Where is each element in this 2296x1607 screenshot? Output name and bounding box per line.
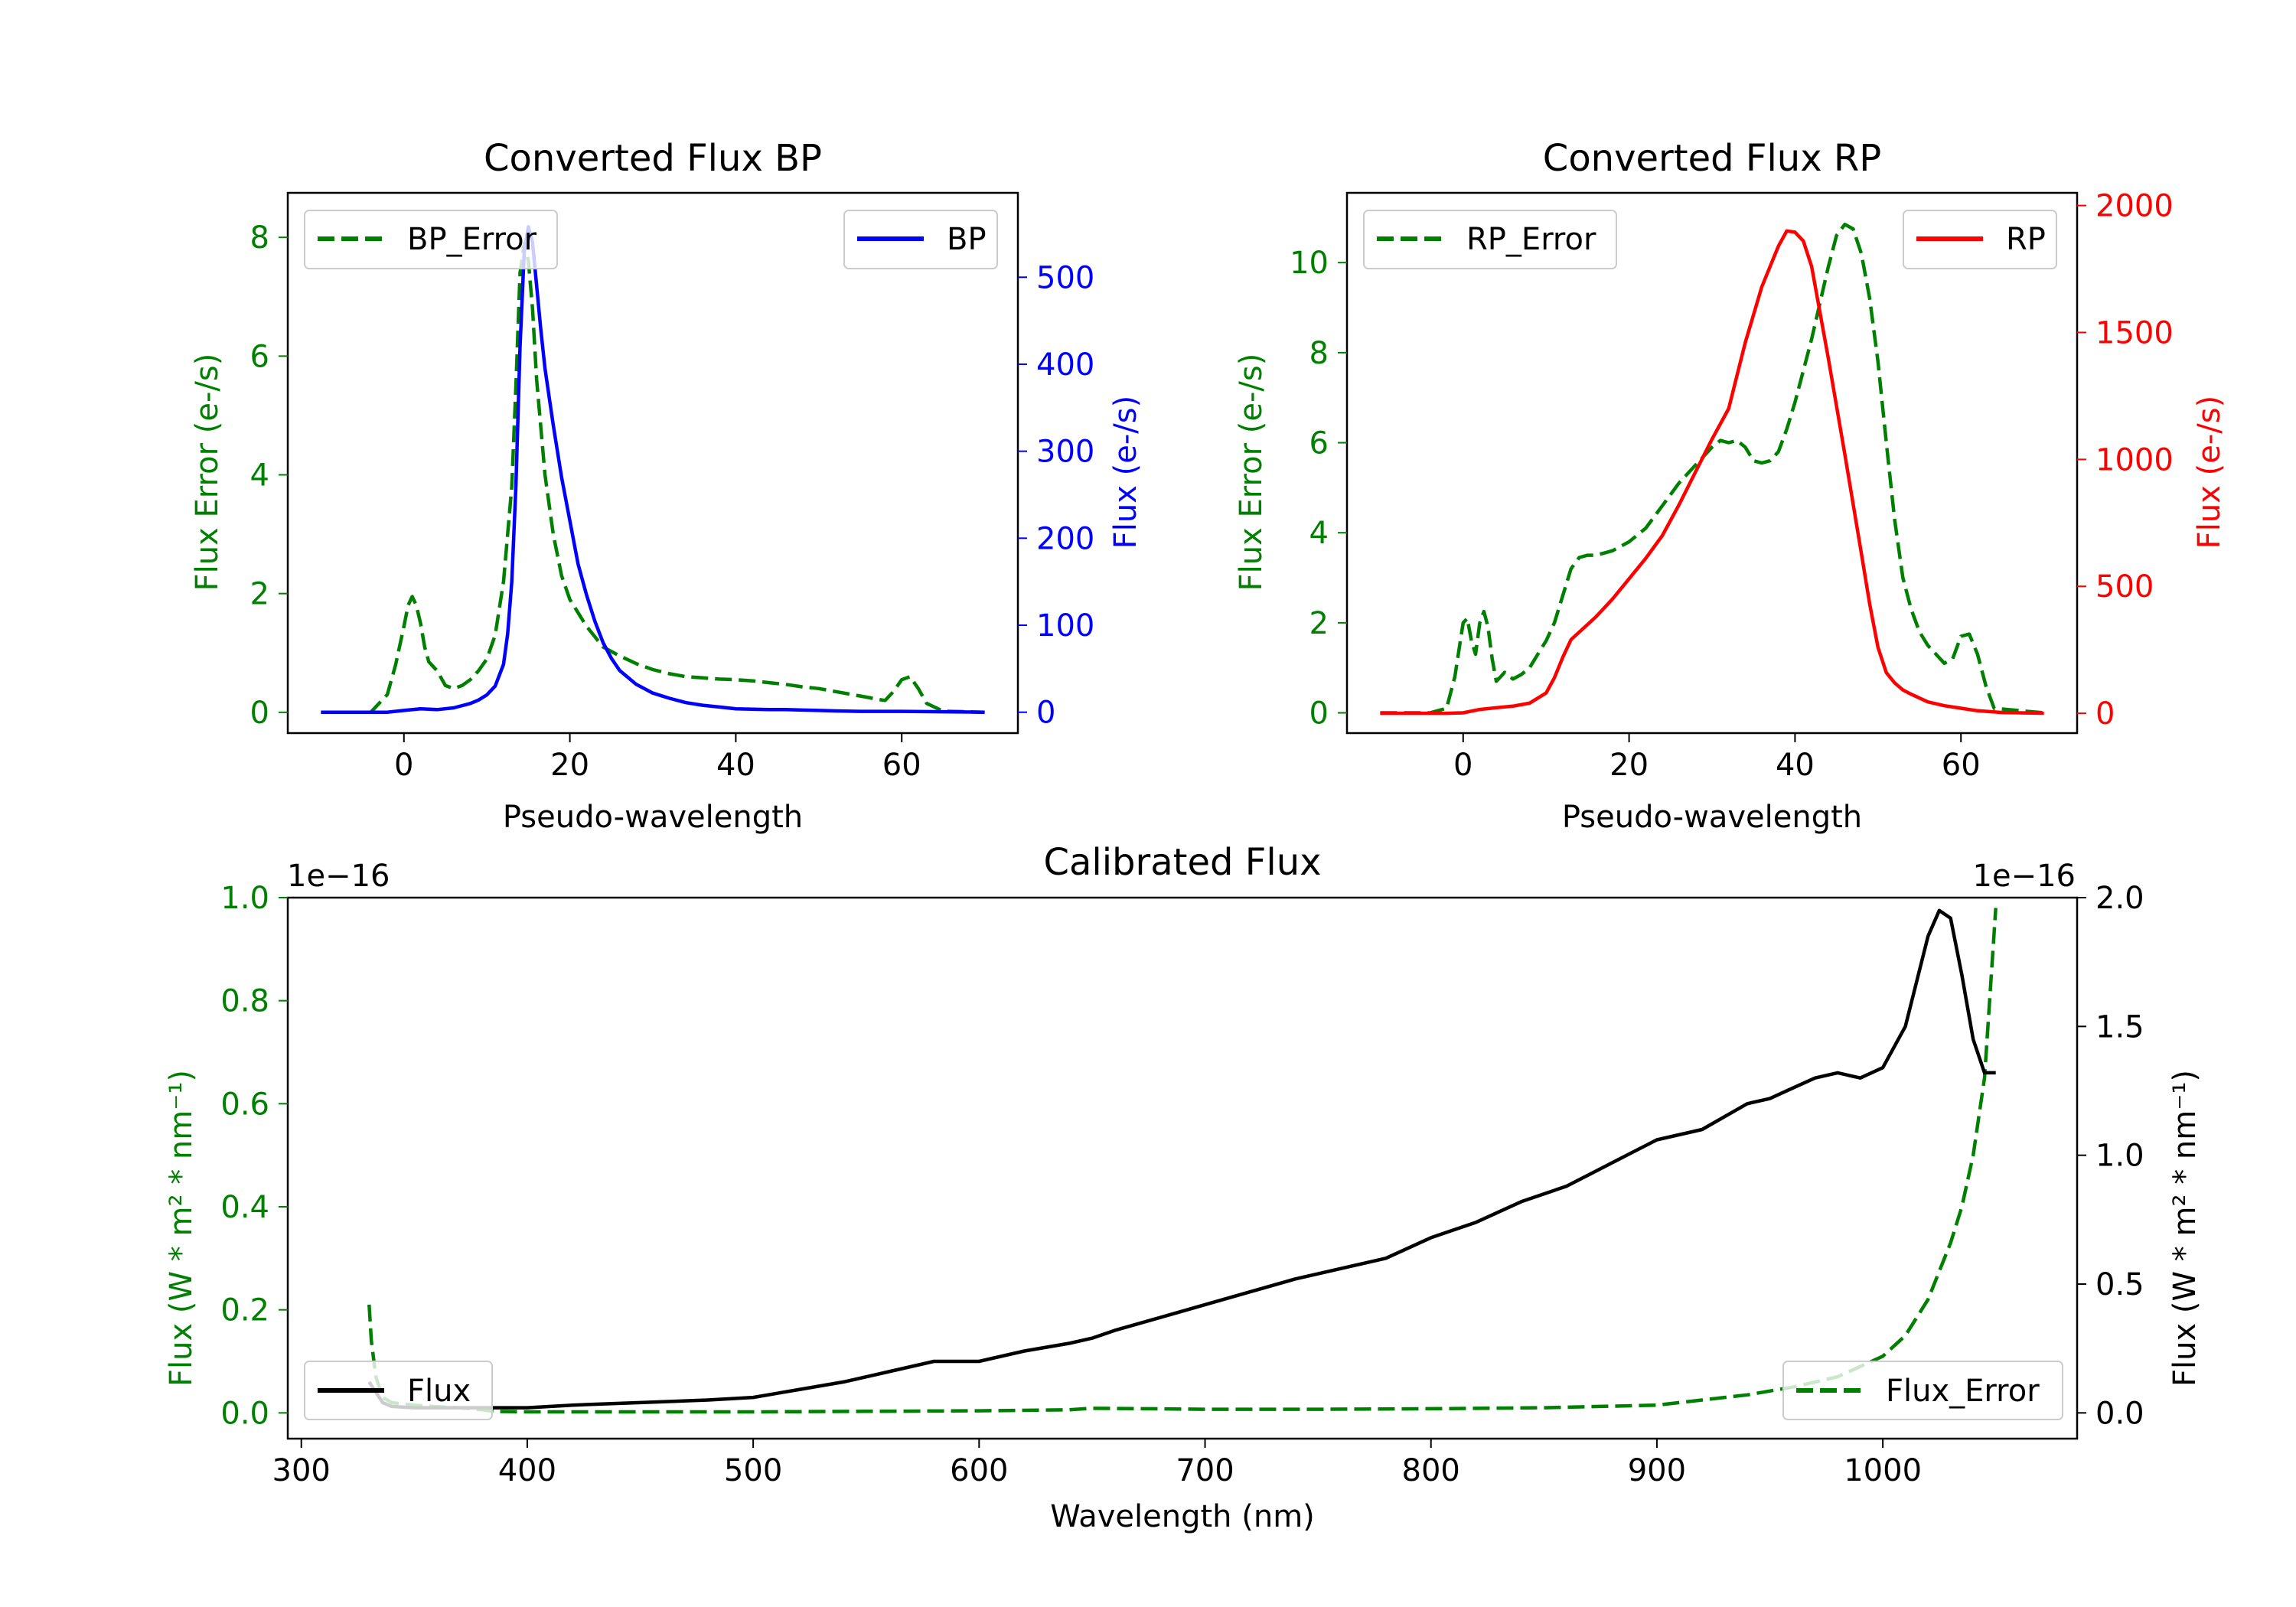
bp-xtick-label: 60 <box>882 748 921 783</box>
calibrated-xtick-label: 600 <box>950 1453 1008 1488</box>
panel-calibrated: Calibrated Flux Wavelength (nm) Flux (W … <box>164 841 2203 1534</box>
calibrated-ytick-left-label: 0.6 <box>220 1087 269 1122</box>
calibrated-ylabel-right: Flux (W * m² * nm⁻¹) <box>2167 1070 2203 1387</box>
calibrated-ytick-right-label: 1.0 <box>2095 1139 2144 1174</box>
rp-ytick-right-label: 1000 <box>2095 442 2174 478</box>
calibrated-ytick-right-label: 2.0 <box>2095 881 2144 916</box>
bp-ytick-right-label: 500 <box>1036 260 1094 295</box>
bp-ytick-left-label: 2 <box>250 577 269 612</box>
calibrated-series-flux <box>367 908 1996 1410</box>
calibrated-legend-left: Flux <box>304 1361 493 1420</box>
panel-rp: Converted Flux RP Pseudo-wavelength Flux… <box>1234 137 2227 835</box>
calibrated-title: Calibrated Flux <box>1043 841 1321 884</box>
panel-bp: Converted Flux BP Pseudo-wavelength Flux… <box>190 137 1143 835</box>
bp-ytick-right-label: 0 <box>1036 696 1055 731</box>
bp-plot-area: 0 20 40 60 0 2 4 6 8 0 100 200 300 400 500 <box>250 191 1094 783</box>
calibrated-ytick-left-label: 1.0 <box>220 881 269 916</box>
rp-xtick-label: 20 <box>1609 748 1649 783</box>
bp-ytick-right-label: 400 <box>1036 347 1094 383</box>
bp-axes-frame <box>286 191 1019 735</box>
bp-ytick-right-label: 300 <box>1036 435 1094 470</box>
calibrated-xtick-label: 700 <box>1176 1453 1234 1488</box>
calibrated-ytick-right-label: 1.5 <box>2095 1009 2144 1045</box>
rp-ylabel-left: Flux Error (e-/s) <box>1234 354 1269 592</box>
bp-series-bp-error <box>321 241 985 715</box>
bp-legend-left-label: BP_Error <box>407 222 537 257</box>
bp-legend-left: BP_Error <box>304 210 558 269</box>
rp-legend-right: RP <box>1903 210 2057 269</box>
rp-legend-left: RP_Error <box>1363 210 1617 269</box>
bp-series-bp <box>321 225 985 714</box>
calibrated-xtick-label: 300 <box>272 1453 331 1488</box>
rp-ytick-right-label: 0 <box>2095 696 2115 732</box>
rp-series-rp <box>1380 229 2044 715</box>
bp-ytick-left-label: 0 <box>250 696 269 731</box>
calibrated-legend-right-box <box>1782 1361 2063 1420</box>
calibrated-xtick-label: 500 <box>724 1453 782 1488</box>
bp-legend-right-label: BP <box>947 222 987 257</box>
bp-legend-right: BP <box>843 210 998 269</box>
rp-ytick-right-label: 500 <box>2095 569 2154 605</box>
calibrated-ytick-left-label: 0.2 <box>220 1293 269 1328</box>
calibrated-offset-right: 1e−16 <box>1973 859 2076 894</box>
bp-xlabel: Pseudo-wavelength <box>503 800 803 835</box>
bp-legend-left-box <box>304 210 558 269</box>
calibrated-plot-area: 300 400 500 600 700 800 900 1000 0.0 0.2 0.4 0.6 0.8… <box>220 881 2144 1488</box>
bp-ytick-right-label: 100 <box>1036 608 1094 644</box>
rp-legend-right-label: RP <box>2006 222 2046 257</box>
rp-ylabel-right: Flux (e-/s) <box>2192 396 2227 549</box>
calibrated-legend-left-label: Flux <box>407 1374 471 1409</box>
rp-legend-left-box <box>1363 210 1617 269</box>
bp-ylabel-right: Flux (e-/s) <box>1108 396 1143 549</box>
calibrated-xtick-label: 900 <box>1628 1453 1686 1488</box>
rp-xlabel: Pseudo-wavelength <box>1562 800 1862 835</box>
rp-ytick-left-label: 10 <box>1290 246 1329 281</box>
rp-xtick-label: 60 <box>1942 748 1981 783</box>
calibrated-axes-frame <box>286 896 2079 1440</box>
calibrated-xtick-label: 1000 <box>1844 1453 1922 1488</box>
calibrated-offset-left: 1e−16 <box>287 859 390 894</box>
calibrated-ytick-left-label: 0.8 <box>220 984 269 1019</box>
bp-title: Converted Flux BP <box>484 137 822 180</box>
calibrated-xlabel: Wavelength (nm) <box>1050 1499 1315 1534</box>
calibrated-legend-left-box <box>304 1361 493 1420</box>
calibrated-ylabel-left: Flux (W * m² * nm⁻¹) <box>164 1070 199 1387</box>
rp-ytick-left-label: 8 <box>1309 336 1329 371</box>
bp-xtick-label: 0 <box>394 748 413 783</box>
rp-ytick-left-label: 6 <box>1309 426 1329 461</box>
calibrated-xtick-label: 400 <box>498 1453 556 1488</box>
bp-ytick-left-label: 4 <box>250 458 269 494</box>
rp-ytick-left-label: 4 <box>1309 516 1329 551</box>
calibrated-xtick-label: 800 <box>1402 1453 1460 1488</box>
calibrated-ytick-left-label: 0.0 <box>220 1396 269 1431</box>
rp-xtick-label: 0 <box>1453 748 1473 783</box>
calibrated-ytick-right-label: 0.0 <box>2095 1396 2144 1431</box>
rp-ytick-right-label: 2000 <box>2095 189 2174 224</box>
rp-ytick-left-label: 0 <box>1309 696 1329 732</box>
rp-series-rp-error <box>1380 222 2044 715</box>
calibrated-legend-right-label: Flux_Error <box>1886 1374 2040 1409</box>
rp-plot-area: 0 20 40 60 0 2 4 6 8 10 0 500 1000 1500 2000 <box>1290 189 2174 783</box>
bp-xtick-label: 20 <box>550 748 589 783</box>
rp-xtick-label: 40 <box>1776 748 1815 783</box>
rp-legend-left-label: RP_Error <box>1466 222 1596 257</box>
bp-ylabel-left: Flux Error (e-/s) <box>190 354 225 592</box>
calibrated-legend-right: Flux_Error <box>1782 1361 2063 1420</box>
bp-xtick-label: 40 <box>716 748 755 783</box>
calibrated-ytick-left-label: 0.4 <box>220 1190 269 1225</box>
calibrated-series-flux-error <box>367 908 1998 1414</box>
rp-ytick-right-label: 1500 <box>2095 315 2174 350</box>
bp-ytick-left-label: 6 <box>250 339 269 374</box>
bp-ytick-left-label: 8 <box>250 220 269 256</box>
bp-ytick-right-label: 200 <box>1036 521 1094 556</box>
rp-axes-frame <box>1345 191 2079 735</box>
rp-ytick-left-label: 2 <box>1309 606 1329 641</box>
rp-title: Converted Flux RP <box>1543 137 1881 180</box>
calibrated-ytick-right-label: 0.5 <box>2095 1267 2144 1302</box>
